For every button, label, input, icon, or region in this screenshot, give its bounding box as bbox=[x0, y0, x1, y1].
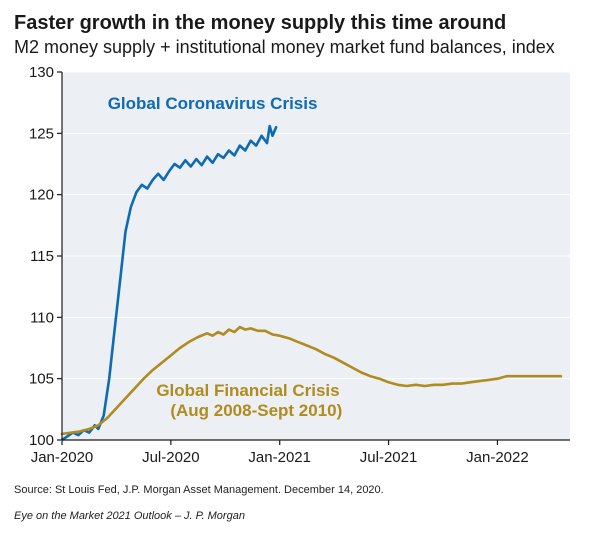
svg-text:(Aug 2008-Sept 2010): (Aug 2008-Sept 2010) bbox=[170, 401, 342, 420]
svg-text:Global Coronavirus Crisis: Global Coronavirus Crisis bbox=[108, 94, 318, 113]
svg-text:115: 115 bbox=[30, 248, 54, 265]
svg-text:100: 100 bbox=[29, 432, 54, 449]
svg-text:Global Financial Crisis: Global Financial Crisis bbox=[156, 381, 339, 400]
svg-text:125: 125 bbox=[29, 125, 54, 142]
figure-wrap: Faster growth in the money supply this t… bbox=[0, 0, 602, 540]
chart-area: 100 105 110 115 120 125 130 Jan-2020 Jul-2020 Jan… bbox=[14, 64, 580, 470]
svg-text:Jan-2022: Jan-2022 bbox=[466, 449, 529, 466]
svg-text:Jan-2021: Jan-2021 bbox=[248, 449, 311, 466]
chart-subtitle: M2 money supply + institutional money ma… bbox=[14, 37, 588, 58]
svg-text:110: 110 bbox=[30, 309, 54, 326]
svg-text:105: 105 bbox=[29, 371, 54, 388]
svg-text:130: 130 bbox=[29, 64, 54, 81]
footer-caption: Eye on the Market 2021 Outlook – J. P. M… bbox=[14, 510, 588, 522]
line-chart-svg: 100 105 110 115 120 125 130 Jan-2020 Jul-2020 Jan… bbox=[14, 64, 580, 470]
source-caption: Source: St Louis Fed, J.P. Morgan Asset … bbox=[14, 484, 588, 496]
svg-text:Jul-2021: Jul-2021 bbox=[360, 449, 418, 466]
svg-text:Jul-2020: Jul-2020 bbox=[142, 449, 200, 466]
chart-title: Faster growth in the money supply this t… bbox=[14, 12, 588, 35]
svg-text:120: 120 bbox=[29, 187, 54, 204]
svg-text:Jan-2020: Jan-2020 bbox=[31, 449, 94, 466]
